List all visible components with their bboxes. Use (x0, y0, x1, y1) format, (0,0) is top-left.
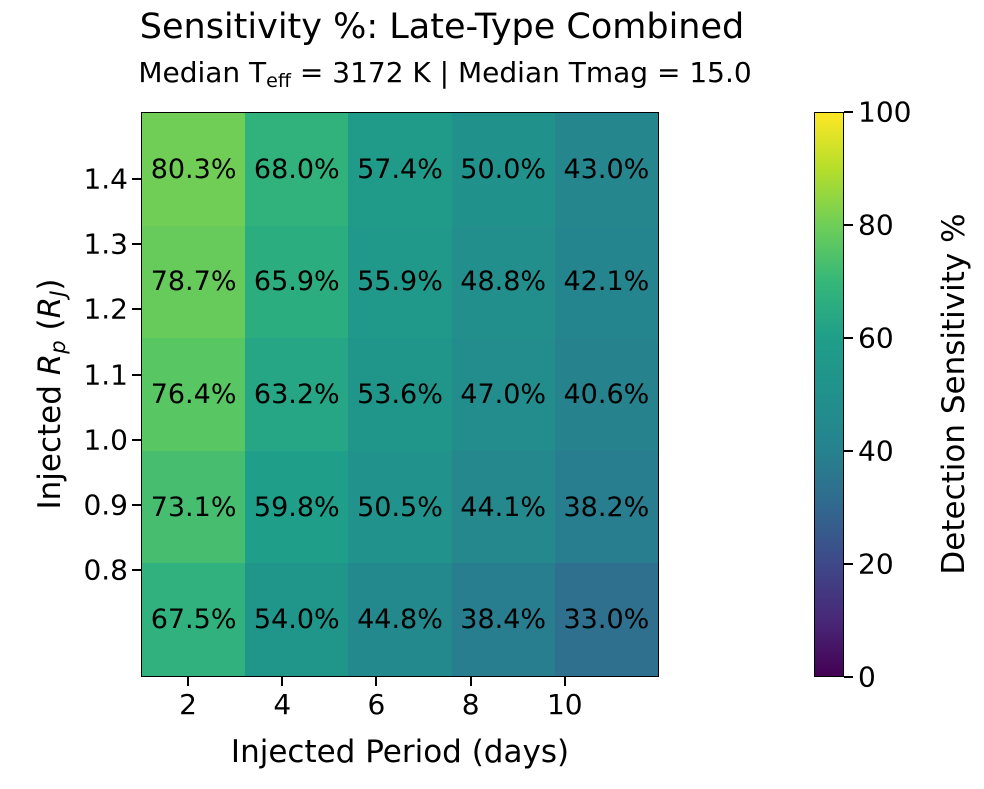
y-tick-mark (132, 569, 141, 572)
heatmap-cell: 80.3% (142, 113, 246, 226)
heatmap-cell: 38.2% (554, 450, 658, 564)
x-tick-mark (281, 677, 284, 686)
colorbar-tick-mark (844, 676, 853, 678)
heatmap-cell: 50.0% (451, 113, 555, 226)
x-tick-mark (187, 677, 190, 686)
heatmap-cell: 50.5% (348, 450, 452, 564)
heatmap-cell: 48.8% (451, 225, 555, 339)
y-tick-label: 1.4 (83, 162, 128, 196)
colorbar-tick-label: 40 (858, 434, 894, 468)
x-tick-mark (375, 677, 378, 686)
colorbar-tick-label: 20 (858, 547, 894, 581)
y-tick-mark (132, 438, 141, 441)
x-tick-label: 2 (179, 688, 197, 721)
heatmap-cell: 67.5% (142, 563, 246, 676)
colorbar-tick-mark (844, 224, 853, 226)
x-tick-label: 4 (273, 688, 292, 721)
colorbar-tick-label: 80 (858, 208, 894, 242)
heatmap-plot-area: 80.3% 68.0% 57.4% 50.0% 43.0% 78.7% 65.9% 55.9%… (141, 112, 659, 677)
heatmap-cell: 63.2% (245, 338, 349, 451)
x-tick-label: 8 (461, 688, 480, 721)
heatmap-cell: 57.4% (348, 113, 452, 226)
colorbar-tick-mark (844, 563, 853, 565)
heatmap-cell: 40.6% (554, 338, 658, 451)
heatmap-cell: 73.1% (142, 450, 246, 564)
x-axis-label: Injected Period (days) (230, 734, 570, 770)
colorbar-tick-label: 100 (858, 95, 912, 129)
colorbar (814, 112, 844, 677)
colorbar-tick-label: 0 (858, 660, 876, 694)
y-tick-mark (132, 373, 141, 376)
heatmap-cell: 55.9% (348, 225, 452, 339)
colorbar-label: Detection Sensitivity % (936, 213, 972, 575)
heatmap-cell: 38.4% (451, 563, 555, 676)
heatmap-cell: 44.8% (348, 563, 452, 676)
y-tick-mark (132, 243, 141, 246)
heatmap-cell: 76.4% (142, 338, 246, 451)
heatmap-cell: 54.0% (245, 563, 349, 676)
chart-title: Sensitivity %: Late-Type Combined (139, 7, 745, 47)
y-tick-mark (132, 308, 141, 311)
colorbar-tick-mark (844, 337, 853, 339)
y-tick-mark (132, 178, 141, 181)
y-tick-label: 0.9 (83, 488, 128, 522)
heatmap-cells: 80.3% 68.0% 57.4% 50.0% 43.0% 78.7% 65.9% 55.9%… (142, 113, 658, 676)
colorbar-tick-mark (844, 450, 853, 452)
y-axis-label: Injected Rp (RJ) (32, 278, 71, 510)
heatmap-cell: 53.6% (348, 338, 452, 451)
x-tick-mark (563, 677, 566, 686)
colorbar-tick-label: 60 (858, 321, 894, 355)
heatmap-cell: 78.7% (142, 225, 246, 339)
x-tick-label: 10 (546, 688, 583, 721)
y-tick-mark (132, 503, 141, 506)
heatmap-cell: 47.0% (451, 338, 555, 451)
heatmap-cell: 43.0% (554, 113, 658, 226)
y-tick-label: 1.2 (83, 292, 128, 326)
y-tick-label: 0.8 (83, 553, 128, 587)
heatmap-cell: 68.0% (245, 113, 349, 226)
y-tick-label: 1.1 (83, 358, 128, 392)
x-tick-label: 6 (367, 688, 386, 721)
y-tick-label: 1.3 (83, 227, 128, 261)
chart-subtitle: Median Teff = 3172 K | Median Tmag = 15.… (138, 56, 752, 92)
y-tick-label: 1.0 (83, 423, 128, 457)
heatmap-cell: 65.9% (245, 225, 349, 339)
colorbar-tick-mark (844, 111, 853, 113)
heatmap-cell: 59.8% (245, 450, 349, 564)
heatmap-cell: 33.0% (554, 563, 658, 676)
heatmap-cell: 42.1% (554, 225, 658, 339)
heatmap-cell: 44.1% (451, 450, 555, 564)
x-tick-mark (469, 677, 472, 686)
